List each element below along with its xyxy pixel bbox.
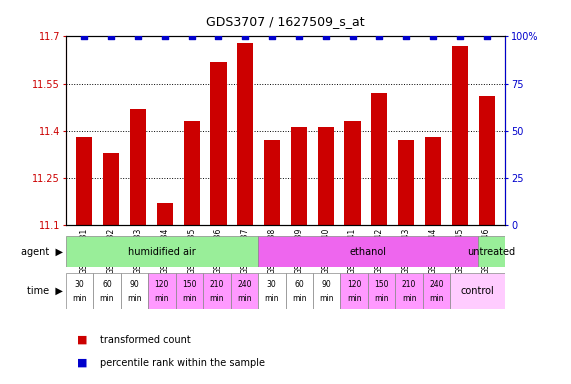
Bar <box>398 140 414 225</box>
Text: min: min <box>237 295 252 303</box>
Bar <box>313 273 340 309</box>
Point <box>428 33 437 40</box>
Text: min: min <box>347 295 361 303</box>
Bar <box>237 43 254 225</box>
Bar <box>77 137 93 225</box>
Text: min: min <box>429 295 444 303</box>
Text: 60: 60 <box>102 280 112 289</box>
Text: min: min <box>72 295 87 303</box>
Text: min: min <box>319 295 334 303</box>
Text: 210: 210 <box>402 280 416 289</box>
Bar <box>211 61 227 225</box>
Bar <box>452 46 468 225</box>
Text: humidified air: humidified air <box>128 247 196 257</box>
Bar <box>291 127 307 225</box>
Text: min: min <box>402 295 416 303</box>
Text: GDS3707 / 1627509_s_at: GDS3707 / 1627509_s_at <box>206 15 365 28</box>
Text: time  ▶: time ▶ <box>27 286 63 296</box>
Bar <box>286 273 313 309</box>
Point <box>455 33 464 40</box>
Text: 30: 30 <box>75 280 85 289</box>
Text: 240: 240 <box>237 280 252 289</box>
Point <box>401 33 411 40</box>
Point <box>160 33 170 40</box>
Text: 90: 90 <box>322 280 332 289</box>
Bar <box>231 273 258 309</box>
Text: 90: 90 <box>130 280 139 289</box>
Bar <box>478 96 494 225</box>
Text: 150: 150 <box>375 280 389 289</box>
Point <box>187 33 196 40</box>
Text: ethanol: ethanol <box>349 247 387 257</box>
Bar <box>66 236 258 267</box>
Bar <box>258 273 286 309</box>
Text: min: min <box>182 295 196 303</box>
Text: agent  ▶: agent ▶ <box>21 247 63 257</box>
Text: min: min <box>292 295 307 303</box>
Bar <box>368 273 395 309</box>
Point <box>268 33 277 40</box>
Bar <box>157 203 173 225</box>
Point <box>321 33 330 40</box>
Text: 120: 120 <box>347 280 361 289</box>
Bar <box>340 273 368 309</box>
Point <box>294 33 303 40</box>
Point <box>348 33 357 40</box>
Bar <box>184 121 200 225</box>
Text: untreated: untreated <box>468 247 516 257</box>
Text: 240: 240 <box>429 280 444 289</box>
Bar <box>425 137 441 225</box>
Text: percentile rank within the sample: percentile rank within the sample <box>100 358 265 368</box>
Point <box>80 33 89 40</box>
Point <box>375 33 384 40</box>
Text: min: min <box>155 295 169 303</box>
Bar <box>317 127 334 225</box>
Text: control: control <box>461 286 494 296</box>
Bar <box>66 273 93 309</box>
Point <box>107 33 116 40</box>
Text: min: min <box>375 295 389 303</box>
Point <box>482 33 491 40</box>
Text: min: min <box>264 295 279 303</box>
Text: 120: 120 <box>155 280 169 289</box>
Bar <box>203 273 231 309</box>
Text: 30: 30 <box>267 280 276 289</box>
Bar <box>478 236 505 267</box>
Bar <box>264 140 280 225</box>
Bar <box>423 273 451 309</box>
Bar <box>103 152 119 225</box>
Point <box>134 33 143 40</box>
Text: ■: ■ <box>77 358 87 368</box>
Bar <box>451 273 505 309</box>
Bar <box>395 273 423 309</box>
Text: min: min <box>210 295 224 303</box>
Text: 60: 60 <box>295 280 304 289</box>
Bar <box>148 273 176 309</box>
Bar <box>371 93 387 225</box>
Bar <box>344 121 360 225</box>
Text: ■: ■ <box>77 335 87 345</box>
Text: 150: 150 <box>182 280 196 289</box>
Text: min: min <box>127 295 142 303</box>
Text: min: min <box>99 295 114 303</box>
Bar <box>93 273 120 309</box>
Text: transformed count: transformed count <box>100 335 191 345</box>
Bar <box>130 109 146 225</box>
Bar <box>258 236 478 267</box>
Bar <box>176 273 203 309</box>
Bar <box>120 273 148 309</box>
Text: 210: 210 <box>210 280 224 289</box>
Point <box>214 33 223 40</box>
Point <box>241 33 250 40</box>
